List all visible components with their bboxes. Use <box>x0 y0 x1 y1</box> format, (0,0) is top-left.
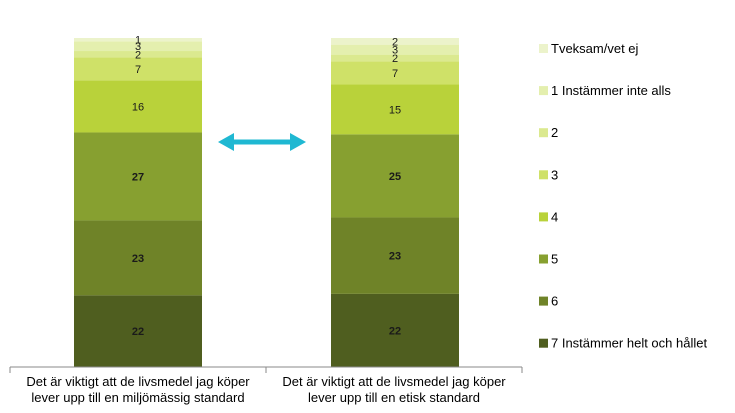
arrow-annotation <box>218 133 306 151</box>
category-label: Det är viktigt att de livsmedel jag köpe… <box>282 374 506 389</box>
legend-label: 4 <box>551 209 558 224</box>
bar-segment <box>331 84 459 135</box>
bar-segment <box>74 38 202 42</box>
data-label: 25 <box>389 171 401 183</box>
legend-label: 3 <box>551 167 558 182</box>
data-label: 16 <box>132 101 144 113</box>
data-label: 23 <box>389 251 401 263</box>
bar-segment <box>74 41 202 52</box>
legend-swatch <box>539 170 548 180</box>
bar-segment <box>74 80 202 133</box>
category-labels: Det är viktigt att de livsmedel jag köpe… <box>26 374 506 405</box>
data-label: 22 <box>389 325 401 337</box>
bar-segment <box>331 293 459 367</box>
legend-label: 2 <box>551 125 558 140</box>
data-label: 1 <box>135 35 141 47</box>
data-label: 2 <box>135 49 141 61</box>
bar-segment <box>331 38 459 45</box>
data-label: 3 <box>135 41 141 53</box>
data-label: 15 <box>389 104 401 116</box>
legend: Tveksam/vet ej 1 Instämmer inte alls 2 3 4 5 6… <box>539 41 707 351</box>
arrow-head-right <box>290 133 306 151</box>
data-label: 22 <box>132 326 144 338</box>
bar-segment <box>74 57 202 81</box>
legend-label: 6 <box>551 294 558 309</box>
bar-segment <box>74 220 202 296</box>
data-label: 2 <box>392 53 398 65</box>
bar-segment <box>74 132 202 221</box>
category-label: lever upp till en miljömässig standard <box>31 390 244 405</box>
x-axis <box>9 366 523 373</box>
legend-label: 1 Instämmer inte alls <box>551 83 671 98</box>
bar-segment <box>331 61 459 85</box>
legend-swatch <box>539 128 548 138</box>
bar-segment <box>331 134 459 218</box>
bar-segment <box>331 44 459 55</box>
legend-swatch <box>539 86 548 96</box>
data-label: 3 <box>392 45 398 57</box>
legend-swatch <box>539 296 548 306</box>
data-label: 7 <box>135 64 141 76</box>
data-label: 27 <box>132 171 144 183</box>
category-label: Det är viktigt att de livsmedel jag köpe… <box>26 374 250 389</box>
bar-segment <box>74 51 202 58</box>
category-label: lever upp till en etisk standard <box>308 390 480 405</box>
bar-segment <box>331 54 459 62</box>
legend-swatch <box>539 44 548 53</box>
legend-label: 5 <box>551 252 558 267</box>
bar-segment <box>331 217 459 294</box>
data-label: 2 <box>392 36 398 48</box>
legend-swatch <box>539 338 548 348</box>
bar-segment <box>74 295 202 367</box>
arrow-head-left <box>218 133 234 151</box>
legend-label: Tveksam/vet ej <box>551 41 639 56</box>
legend-swatch <box>539 254 548 264</box>
legend-swatch <box>539 212 548 222</box>
data-label: 7 <box>392 68 398 80</box>
data-label: 23 <box>132 253 144 265</box>
legend-label: 7 Instämmer helt och hållet <box>551 336 707 351</box>
